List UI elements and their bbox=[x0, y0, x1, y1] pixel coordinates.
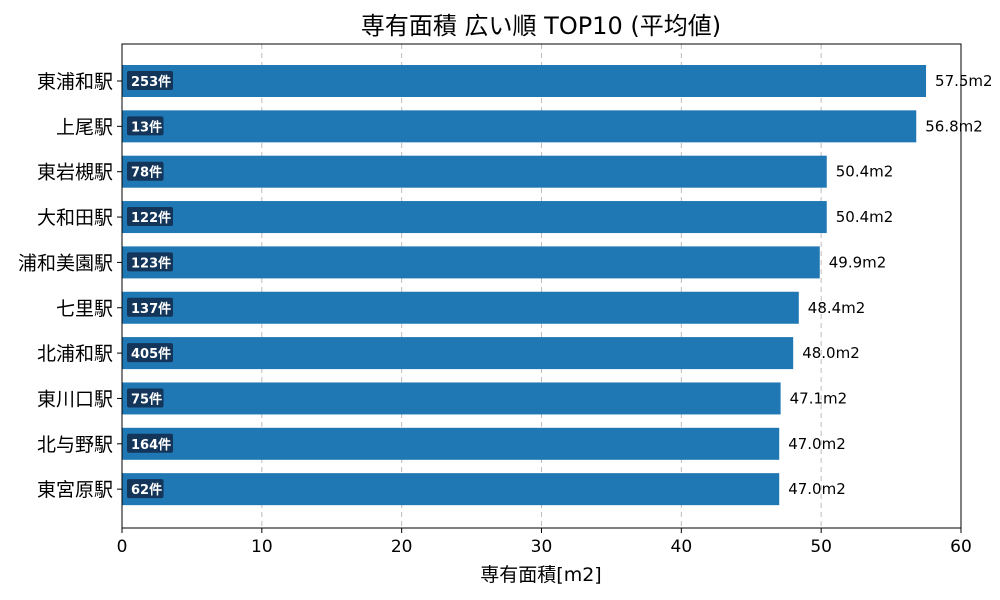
category-label: 東宮原駅 bbox=[37, 479, 113, 501]
x-axis-label: 専有面積[m2] bbox=[480, 564, 601, 586]
category-label: 東浦和駅 bbox=[37, 71, 113, 93]
category-label: 東岩槻駅 bbox=[37, 162, 113, 184]
bar bbox=[122, 155, 827, 188]
value-label: 47.0m2 bbox=[788, 435, 846, 453]
bar-layer: 57.5m2 253件 56.8m2 13件 50.4m2 78件 50.4m2 122件 49… bbox=[122, 65, 993, 506]
category-label: 北浦和駅 bbox=[37, 343, 113, 365]
bar bbox=[122, 337, 794, 370]
count-label: 164件 bbox=[131, 437, 171, 453]
count-label: 122件 bbox=[131, 210, 171, 226]
count-label: 405件 bbox=[131, 346, 171, 362]
bar bbox=[122, 473, 780, 506]
count-badge bbox=[127, 479, 164, 499]
count-label: 78件 bbox=[131, 165, 162, 181]
category-label: 東川口駅 bbox=[37, 388, 113, 410]
chart-title: 専有面積 広い順 TOP10 (平均値) bbox=[361, 12, 721, 40]
count-badge bbox=[127, 297, 173, 317]
axis-layer: 0 10 20 30 40 50 60 東浦和駅上尾駅東岩槻駅大和田駅浦和美園駅七里駅北浦和駅… bbox=[18, 71, 972, 557]
value-label: 49.9m2 bbox=[829, 253, 887, 271]
count-badge bbox=[127, 71, 173, 90]
x-tick-label: 10 bbox=[251, 537, 273, 557]
bar bbox=[122, 291, 799, 324]
category-label: 上尾駅 bbox=[56, 116, 113, 138]
category-label: 北与野駅 bbox=[37, 434, 113, 456]
x-tick-label: 0 bbox=[117, 537, 128, 557]
count-label: 62件 bbox=[131, 482, 162, 498]
bar bbox=[122, 201, 827, 234]
value-label: 47.1m2 bbox=[790, 389, 848, 407]
x-tick-label: 40 bbox=[671, 537, 693, 557]
count-badge bbox=[127, 343, 173, 363]
x-tick-label: 50 bbox=[810, 537, 832, 557]
count-label: 13件 bbox=[131, 119, 162, 135]
value-label: 48.0m2 bbox=[802, 344, 860, 362]
count-label: 253件 bbox=[131, 74, 171, 90]
count-label: 137件 bbox=[131, 301, 171, 317]
bar bbox=[122, 382, 781, 415]
count-label: 75件 bbox=[131, 391, 162, 407]
count-label: 123件 bbox=[131, 255, 171, 271]
value-label: 56.8m2 bbox=[925, 117, 983, 135]
count-badge bbox=[127, 388, 164, 408]
x-tick-label: 30 bbox=[531, 537, 553, 557]
value-label: 50.4m2 bbox=[836, 208, 894, 226]
value-label: 47.0m2 bbox=[788, 480, 846, 498]
bar bbox=[122, 65, 927, 97]
bar bbox=[122, 110, 917, 143]
x-tick-label: 20 bbox=[391, 537, 413, 557]
count-badge bbox=[127, 433, 173, 453]
count-badge bbox=[127, 116, 164, 136]
value-label: 48.4m2 bbox=[808, 299, 866, 317]
category-label: 大和田駅 bbox=[37, 207, 113, 229]
value-label: 50.4m2 bbox=[836, 163, 894, 181]
category-label: 浦和美園駅 bbox=[18, 252, 113, 274]
x-tick-label: 60 bbox=[950, 537, 972, 557]
bar bbox=[122, 427, 780, 460]
count-badge bbox=[127, 161, 164, 181]
bar bbox=[122, 246, 820, 279]
category-label: 七里駅 bbox=[56, 298, 113, 320]
count-badge bbox=[127, 252, 173, 272]
count-badge bbox=[127, 207, 173, 227]
value-label: 57.5m2 bbox=[935, 72, 993, 90]
